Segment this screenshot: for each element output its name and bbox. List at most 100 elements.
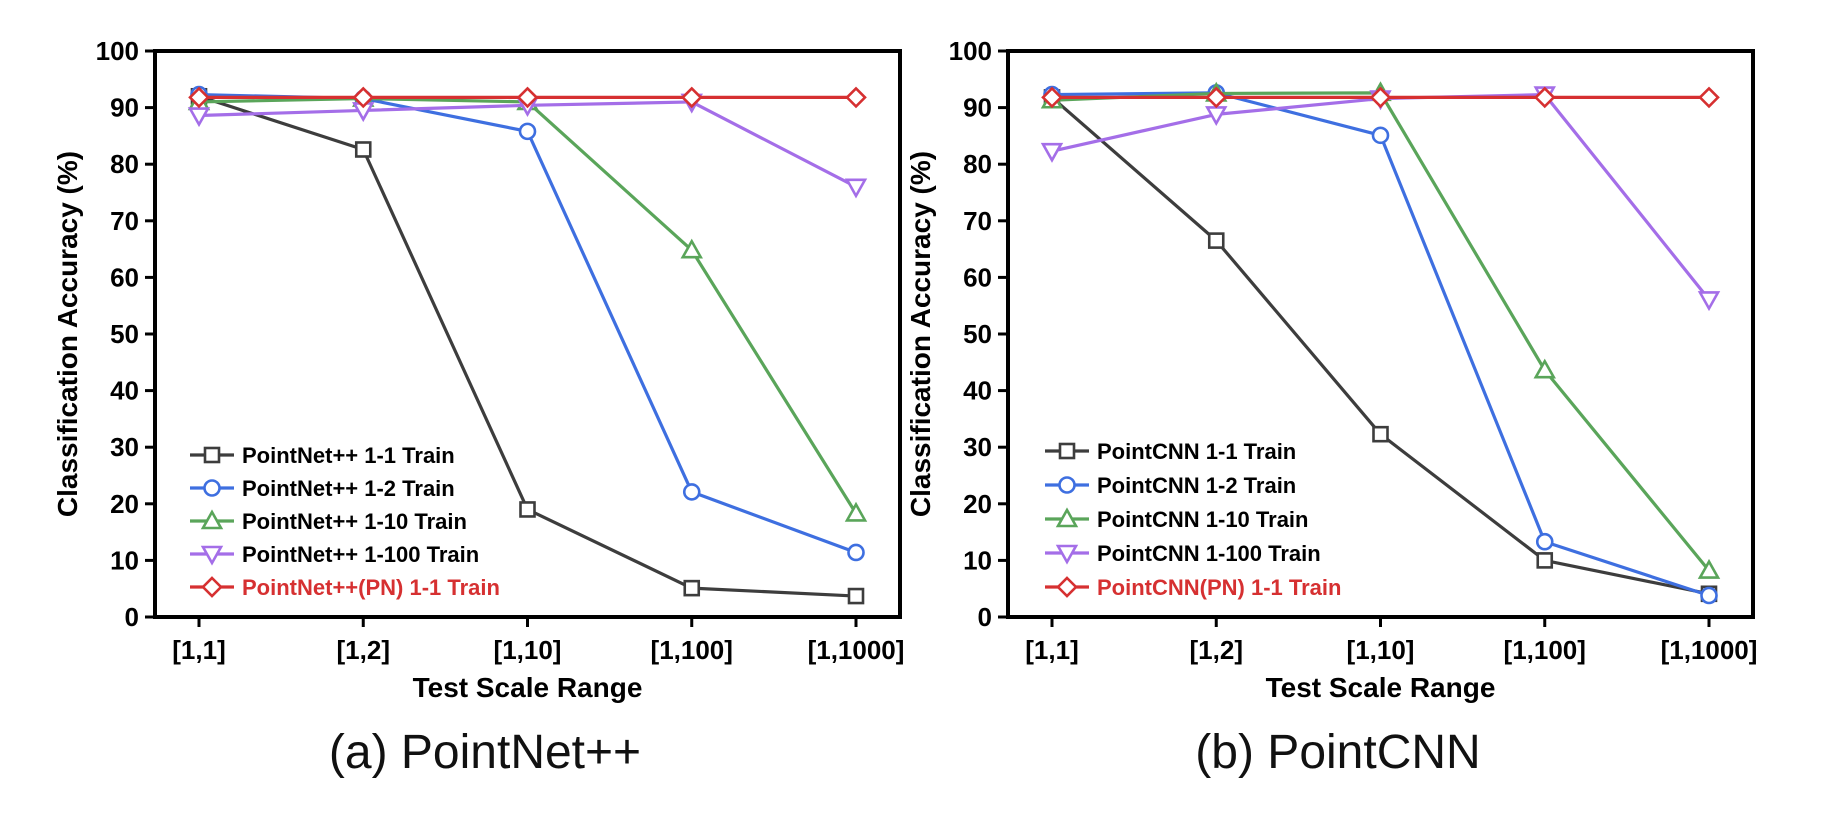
y-tick-label: 30 [963, 432, 992, 462]
y-tick-label: 90 [963, 93, 992, 123]
data-point [516, 86, 539, 109]
data-point [1536, 552, 1554, 569]
y-tick-label: 20 [110, 489, 139, 519]
data-point [1207, 232, 1225, 249]
y-tick-label: 100 [949, 36, 992, 66]
data-point [1371, 126, 1390, 145]
y-tick-label: 40 [110, 376, 139, 406]
data-point [847, 543, 865, 562]
y-tick-label: 80 [110, 149, 139, 179]
y-tick-label: 70 [963, 206, 992, 236]
x-tick-label: [1,1000] [1661, 635, 1758, 665]
y-tick-label: 80 [963, 149, 992, 179]
x-tick-label: [1,2] [1190, 635, 1243, 665]
data-point [680, 86, 703, 109]
y-tick-label: 0 [125, 602, 139, 632]
subfigure-caption: (b) PointCNN [1195, 726, 1480, 779]
subfigure-caption: (a) PointNet++ [329, 726, 641, 779]
data-point [847, 587, 865, 605]
data-point [1040, 142, 1064, 163]
data-point [683, 579, 701, 597]
y-tick-label: 70 [110, 206, 139, 236]
legend-label: PointNet++ 1-10 Train [242, 509, 467, 534]
y-axis-label: Classification Accuracy (%) [52, 151, 83, 517]
x-tick-label: [1,1000] [808, 635, 905, 665]
data-point [1533, 358, 1556, 379]
y-tick-label: 20 [963, 489, 992, 519]
y-tick-label: 90 [110, 93, 139, 123]
series-triangle-up [1040, 81, 1721, 579]
data-point [187, 107, 211, 128]
data-point [1700, 586, 1718, 605]
legend-marker [203, 479, 221, 497]
legend-marker [1055, 507, 1079, 528]
series-diamond [188, 86, 867, 109]
legend-label: PointNet++ 1-100 Train [242, 542, 479, 567]
x-tick-label: [1,1] [172, 635, 225, 665]
legend-marker [200, 545, 224, 566]
data-point [845, 86, 867, 109]
data-point [518, 122, 537, 141]
data-point [844, 501, 868, 522]
series-line [1051, 91, 1711, 572]
legend-marker [201, 576, 223, 598]
x-tick-label: [1,1] [1025, 635, 1078, 665]
data-point [1535, 532, 1554, 551]
legend-label: PointCNN 1-10 Train [1097, 507, 1308, 532]
legend-marker [1056, 576, 1078, 598]
y-tick-label: 10 [110, 545, 139, 575]
data-point [1372, 425, 1389, 443]
y-tick-label: 50 [110, 319, 139, 349]
data-point [682, 483, 701, 501]
legend-marker [1058, 476, 1076, 494]
y-tick-label: 50 [963, 319, 992, 349]
legend-marker [200, 509, 224, 530]
data-point [519, 501, 536, 518]
legend-label: PointNet++ 1-2 Train [242, 476, 455, 501]
chart-panel-1: 0 10 20 30 40 50 60 70 80 90 100 [1,1] [1,2] [1,10] [1… [52, 36, 904, 779]
data-point [188, 86, 210, 109]
legend-label: PointCNN(PN) 1-1 Train [1097, 575, 1341, 600]
data-point [1041, 86, 1063, 109]
series-diamond [1041, 86, 1720, 109]
series-square [190, 87, 865, 605]
legend-marker [1058, 442, 1076, 460]
x-tick-label: [1,10] [494, 635, 562, 665]
y-tick-label: 100 [96, 36, 139, 66]
y-axis-label: Classification Accuracy (%) [905, 151, 936, 517]
data-point [1205, 86, 1228, 109]
legend: PointCNN 1-1 Train PointCNN 1-2 Train Poin… [1045, 439, 1341, 600]
y-tick-label: 60 [110, 262, 139, 292]
data-point [1533, 86, 1556, 109]
data-point [1369, 86, 1392, 109]
legend-label: PointCNN 1-100 Train [1097, 541, 1321, 566]
x-tick-label: [1,2] [337, 635, 390, 665]
x-axis-label: Test Scale Range [1266, 672, 1496, 703]
y-tick-label: 30 [110, 432, 139, 462]
data-point [1698, 86, 1720, 109]
x-axis-label: Test Scale Range [413, 672, 643, 703]
legend-marker [203, 446, 221, 464]
y-tick-label: 60 [963, 262, 992, 292]
data-point [1697, 558, 1721, 579]
data-point [1697, 291, 1721, 312]
y-tick-label: 10 [963, 545, 992, 575]
data-point [844, 178, 868, 199]
legend-label: PointCNN 1-1 Train [1097, 439, 1296, 464]
y-tick-label: 0 [978, 602, 992, 632]
data-point [680, 238, 703, 259]
data-point [354, 141, 372, 158]
x-tick-label: [1,10] [1347, 635, 1415, 665]
data-point [352, 86, 375, 109]
legend-label: PointCNN 1-2 Train [1097, 473, 1296, 498]
x-tick-label: [1,100] [651, 635, 733, 665]
y-tick-label: 40 [963, 376, 992, 406]
series-triangle-down [187, 93, 868, 199]
legend-label: PointNet++(PN) 1-1 Train [242, 575, 500, 600]
series-line [1051, 92, 1711, 301]
chart-panel-2: 0 10 20 30 40 50 60 70 80 90 100 [1,1] [1,2] [1,10] [1… [905, 36, 1757, 779]
legend-label: PointNet++ 1-1 Train [242, 443, 455, 468]
series-triangle-down [1040, 86, 1721, 312]
